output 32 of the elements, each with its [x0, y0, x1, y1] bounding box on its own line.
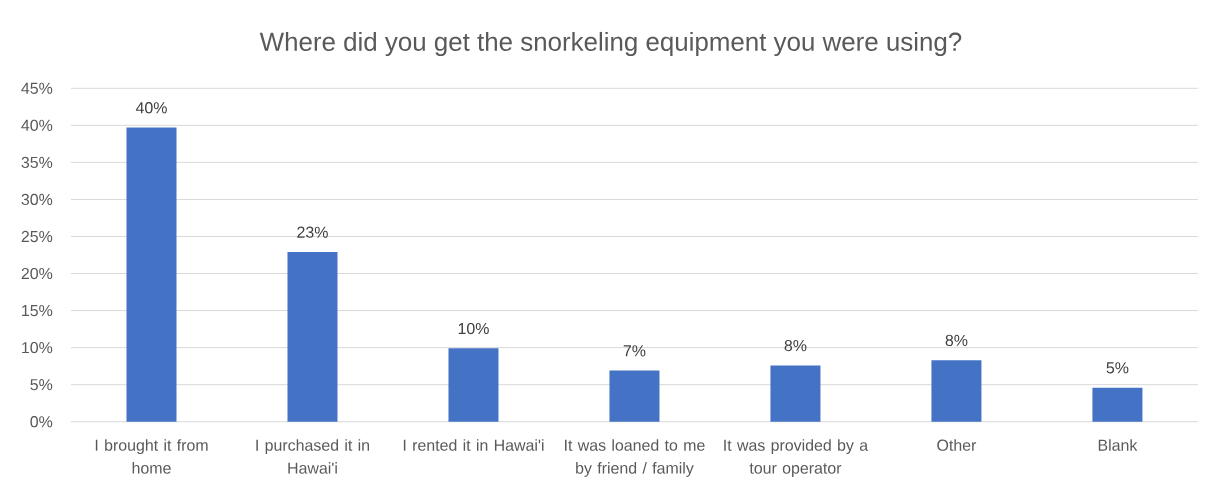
data-label: 7%: [623, 345, 646, 357]
x-tick-label: I rented it in Hawai'i: [403, 439, 544, 451]
x-tick-label: Other: [937, 439, 977, 451]
y-tick-label: 20%: [21, 267, 53, 280]
x-tick-label: I brought it from home: [95, 439, 208, 474]
data-label: 23%: [297, 226, 328, 238]
bar: [287, 252, 338, 422]
y-tick-label: 15%: [22, 304, 53, 317]
y-tick-label: 0%: [30, 416, 53, 428]
x-tick-label: Blank: [1098, 439, 1138, 451]
x-tick-label: It was loaned to me by friend / family: [565, 439, 705, 477]
data-label: 5%: [1106, 362, 1129, 374]
y-tick-label: 45%: [21, 82, 53, 94]
bar: [126, 127, 177, 422]
x-tick-label: It was provided by a tour operator: [724, 439, 869, 477]
y-tick-label: 30%: [21, 193, 53, 206]
bar: [1092, 387, 1143, 422]
y-tick-label: 5%: [30, 379, 53, 391]
bar: [609, 370, 660, 422]
bar: [448, 348, 499, 422]
bar: [931, 360, 982, 422]
chart-title: Where did you get the snorkeling equipment you were using?: [259, 31, 962, 57]
y-tick-label: 10%: [22, 341, 53, 354]
data-label: 8%: [945, 334, 968, 347]
y-tick-label: 35%: [21, 156, 53, 169]
x-tick-label: I purchased it in Hawai'i: [256, 439, 370, 474]
data-label: 40%: [135, 102, 167, 114]
data-label: 10%: [458, 322, 489, 335]
bar: [770, 365, 821, 422]
y-tick-label: 25%: [21, 230, 53, 243]
data-label: 8%: [784, 339, 807, 352]
y-tick-label: 40%: [21, 119, 53, 131]
